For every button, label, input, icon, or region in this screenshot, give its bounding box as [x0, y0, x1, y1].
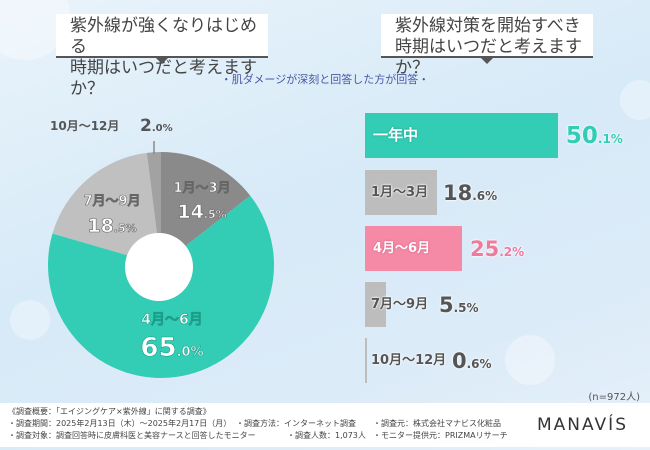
question-right-callout: 紫外線対策を開始すべき 時期はいつだと考えますか？	[381, 14, 593, 78]
background-bokeh	[10, 300, 50, 340]
slice-value-oct-dec: 2.0%	[140, 116, 173, 136]
bar-value-apr-jun: 25.2%	[470, 237, 525, 261]
question-right-line2: 時期はいつだと考えますか？	[395, 37, 582, 78]
bar-value-oct-dec: 0.6%	[452, 349, 492, 373]
callout-pointer-icon	[155, 57, 169, 64]
slice-jul-sep	[52, 152, 161, 265]
callout-pointer-icon	[480, 57, 494, 64]
footer-method: ・調査方法：インターネット調査	[236, 419, 356, 428]
footer-count: ・調査人数：1,073人	[287, 431, 366, 440]
bar-label-jul-sep: 7月〜9月	[371, 297, 429, 312]
footer-target: ・調査対象：調査回答時に皮膚科医と美容ナースと回答したモニター	[8, 431, 256, 440]
bar-label-all-year: 一年中	[373, 126, 419, 144]
question-left-line1: 紫外線が強くなりはじめる	[70, 16, 257, 57]
slice-label-oct-dec: 10月〜12月	[50, 119, 119, 133]
question-left-callout: 紫外線が強くなりはじめる 時期はいつだと考えますか？	[56, 14, 268, 99]
bar-value-jan-mar: 18.6%	[443, 181, 498, 205]
survey-footer: 《調査概要：「エイジングケア×紫外線」に関する調査》 ・調査期間：2025年2月…	[0, 403, 650, 447]
bar-apr-jun	[365, 226, 463, 271]
question-left-line2: 時期はいつだと考えますか？	[70, 58, 257, 99]
slice-apr-jun	[47, 195, 274, 378]
slice-value-jul-sep: 18.5%	[87, 215, 136, 237]
footer-organizer: ・調査元：株式会社マナビス化粧品	[373, 419, 501, 428]
bar-all-year	[365, 113, 558, 158]
footer-overview: 《調査概要：「エイジングケア×紫外線」に関する調査》	[8, 407, 211, 416]
sample-size-note: (n=972人)	[588, 392, 640, 403]
subtitle: ・肌ダメージが深刻と回答した方が回答・	[220, 73, 430, 86]
slice-value-apr-jun: 65.0%	[140, 333, 203, 363]
slice-oct-dec	[146, 152, 161, 265]
bar-oct-dec	[365, 338, 368, 383]
slice-jan-mar	[161, 152, 251, 265]
bar-label-apr-jun: 4月〜6月	[373, 241, 431, 256]
manavis-logo: MANAVÍS	[537, 415, 628, 435]
background-bokeh	[620, 80, 650, 120]
slice-label-jul-sep: 7月〜9月	[83, 194, 140, 209]
footer-period: ・調査期間：2025年2月13日（木）〜2025年2月17日（月）	[8, 419, 232, 428]
bar-jan-mar	[365, 170, 437, 215]
slice-label-jan-mar: 1月〜3月	[173, 181, 230, 196]
bar-label-oct-dec: 10月〜12月	[371, 353, 447, 368]
bar-label-jan-mar: 1月〜3月	[371, 185, 429, 200]
footer-provider: ・モニター提供元：PRIZMAリサーチ	[373, 431, 508, 440]
bar-value-jul-sep: 5.5%	[439, 293, 479, 317]
background-bokeh	[505, 335, 555, 385]
bar-value-all-year: 50.1%	[565, 123, 623, 149]
question-right-line1: 紫外線対策を開始すべき	[395, 16, 581, 36]
slice-label-apr-jun: 4月〜6月	[141, 312, 202, 328]
donut-hole	[125, 233, 193, 301]
slice-value-jan-mar: 14.5%	[177, 201, 226, 223]
bar-jul-sep	[365, 282, 387, 327]
